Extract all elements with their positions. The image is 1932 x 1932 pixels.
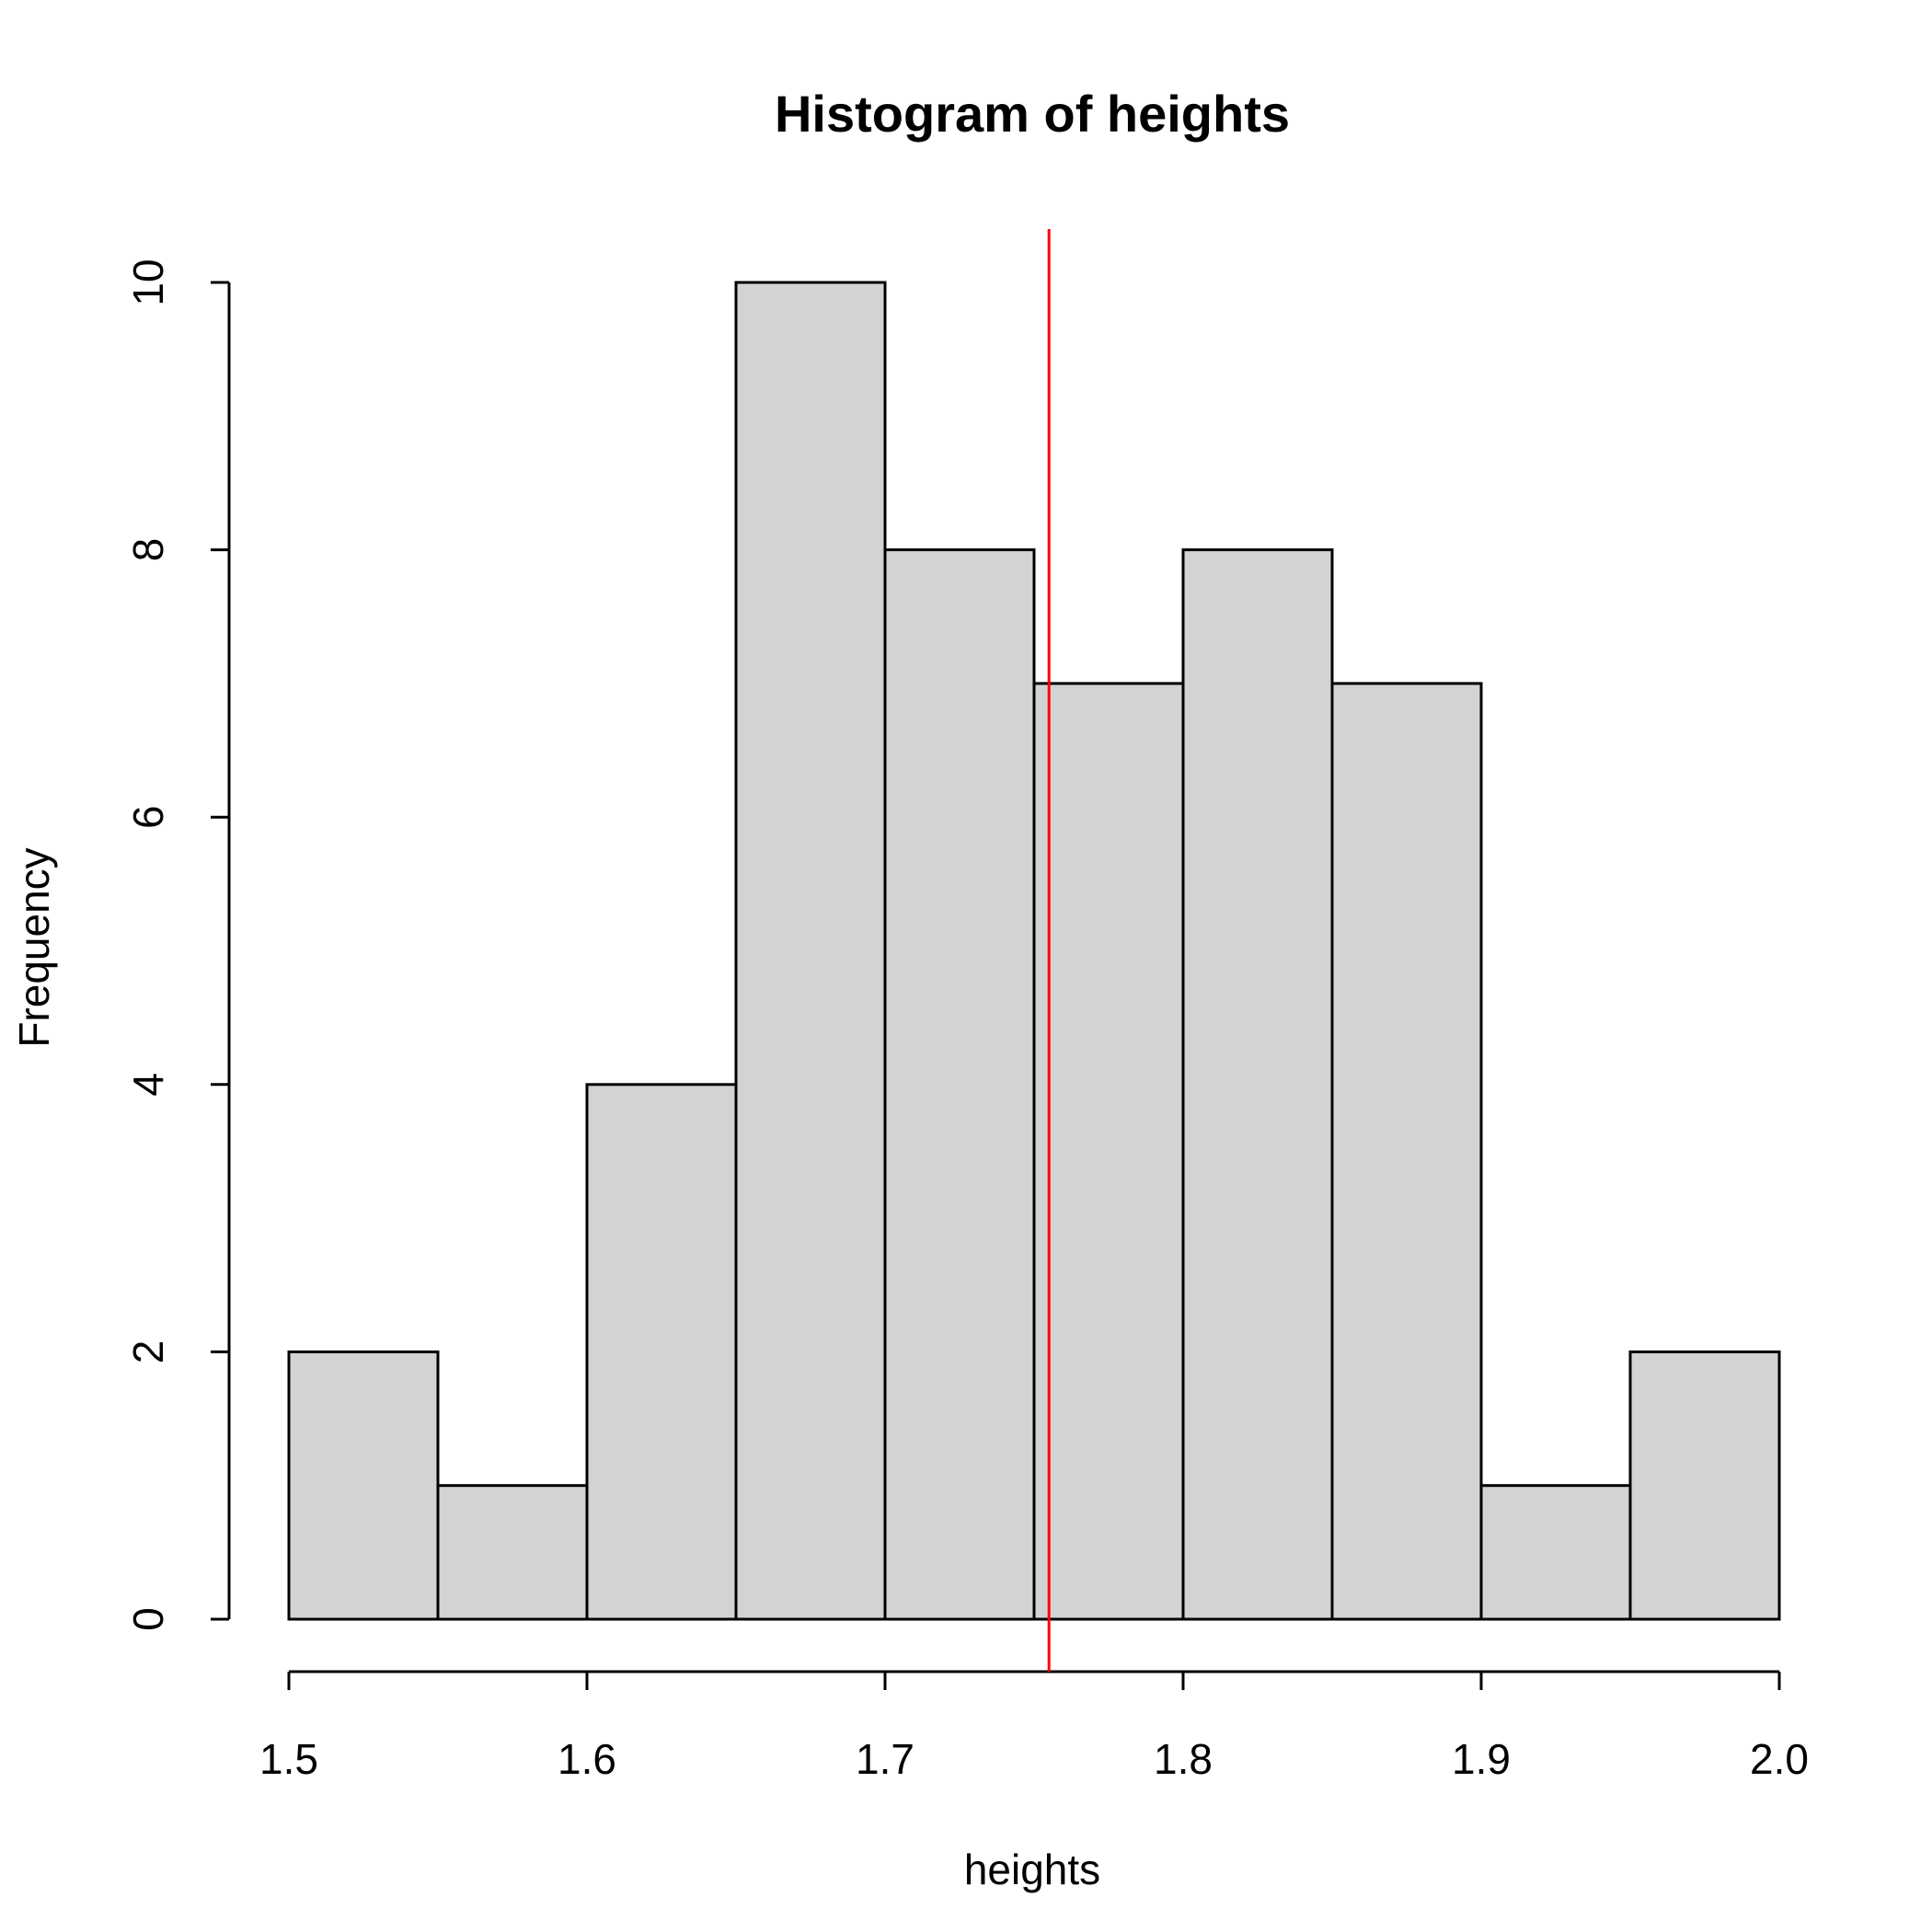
x-tick-label-1.5: 1.5 xyxy=(259,1735,318,1783)
y-tick-label-0: 0 xyxy=(124,1607,172,1631)
histogram-bar-3 xyxy=(585,1083,738,1621)
bars-group xyxy=(287,281,1781,1621)
x-tick-label-1.8: 1.8 xyxy=(1154,1735,1213,1783)
x-tick-label-1.6: 1.6 xyxy=(558,1735,616,1783)
y-tick-label-6: 6 xyxy=(124,805,172,829)
y-axis-label: Frequency xyxy=(10,847,58,1047)
y-tick-label-4: 4 xyxy=(124,1073,172,1097)
y-axis: 0 2 4 6 8 10 xyxy=(124,259,231,1631)
histogram-bar-4 xyxy=(734,281,887,1621)
x-axis-label: heights xyxy=(964,1846,1100,1893)
histogram-bar-7 xyxy=(1181,548,1334,1621)
y-tick-label-2: 2 xyxy=(124,1340,172,1364)
x-axis: 1.5 1.6 1.7 1.8 1.9 2.0 xyxy=(259,1670,1809,1783)
chart-title: Histogram of heights xyxy=(775,85,1290,143)
x-tick-label-1.9: 1.9 xyxy=(1452,1735,1511,1783)
histogram-bar-2 xyxy=(436,1484,589,1621)
y-tick-label-8: 8 xyxy=(124,538,172,562)
histogram-bar-5 xyxy=(883,548,1036,1621)
x-tick-label-1.7: 1.7 xyxy=(856,1735,914,1783)
y-tick-label-10: 10 xyxy=(124,259,172,305)
histogram-bar-1 xyxy=(287,1350,440,1621)
histogram-bar-10 xyxy=(1628,1350,1781,1621)
histogram-bar-6 xyxy=(1032,682,1185,1621)
histogram-bar-8 xyxy=(1330,682,1483,1621)
x-tick-label-2.0: 2.0 xyxy=(1750,1735,1809,1783)
histogram-bar-9 xyxy=(1479,1484,1632,1621)
